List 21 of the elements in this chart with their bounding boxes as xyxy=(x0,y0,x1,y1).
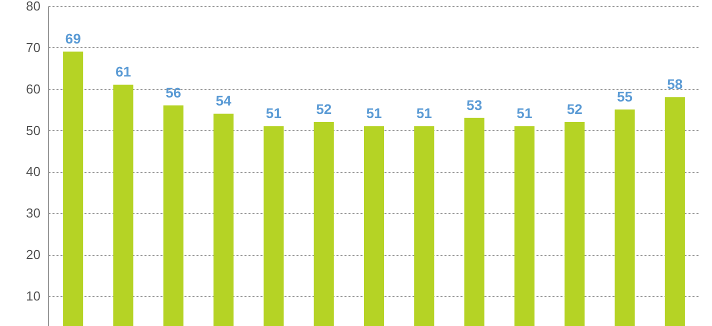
y-tick-label: 50 xyxy=(26,122,40,138)
data-label: 52 xyxy=(566,100,583,117)
data-label: 52 xyxy=(316,100,332,117)
y-tick-label: 30 xyxy=(26,206,40,221)
data-label: 55 xyxy=(616,88,633,105)
data-label: 53 xyxy=(466,96,482,113)
y-tick-label: 70 xyxy=(26,40,40,55)
data-label: 51 xyxy=(266,105,282,122)
data-label: 51 xyxy=(366,105,382,122)
data-label: 51 xyxy=(416,105,432,122)
y-tick-label: 40 xyxy=(26,164,40,180)
y-tick-label: 10 xyxy=(26,288,40,304)
y-tick-label: 20 xyxy=(26,247,40,262)
data-label: 54 xyxy=(216,92,232,109)
y-tick-label: 80 xyxy=(26,0,40,14)
data-label: 61 xyxy=(115,64,132,80)
data-label: 69 xyxy=(65,30,82,47)
data-label: 56 xyxy=(166,84,182,100)
data-label: 51 xyxy=(516,105,532,122)
data-label: 58 xyxy=(667,76,683,92)
y-tick-label: 60 xyxy=(26,81,40,96)
